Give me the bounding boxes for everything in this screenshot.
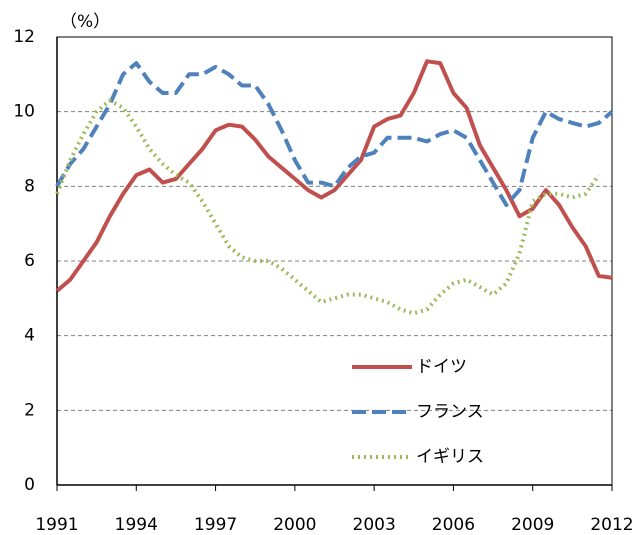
x-tick-label: 2000: [273, 515, 316, 535]
y-tick-label: 4: [24, 326, 35, 346]
y-axis-label: （%）: [60, 12, 110, 32]
y-tick-label: 12: [13, 27, 35, 47]
x-tick-label: 1994: [115, 515, 158, 535]
x-tick-label: 2012: [590, 515, 633, 535]
y-tick-label: 8: [24, 176, 35, 196]
series-line: [55, 59, 613, 293]
x-tick-label: 1991: [35, 515, 78, 535]
x-tick-label: 2006: [432, 515, 475, 535]
y-tick-label: 10: [13, 102, 35, 122]
legend-label: フランス: [416, 402, 484, 422]
series-line: [55, 98, 601, 316]
x-tick-label: 2009: [511, 515, 554, 535]
y-tick-label: 2: [24, 400, 35, 420]
series-line: [55, 61, 614, 207]
legend-label: イギリス: [416, 447, 484, 467]
legend-label: ドイツ: [416, 357, 467, 377]
y-tick-label: 0: [24, 475, 35, 495]
x-tick-label: 1997: [194, 515, 237, 535]
y-tick-label: 6: [24, 251, 35, 271]
x-tick-label: 2003: [353, 515, 396, 535]
